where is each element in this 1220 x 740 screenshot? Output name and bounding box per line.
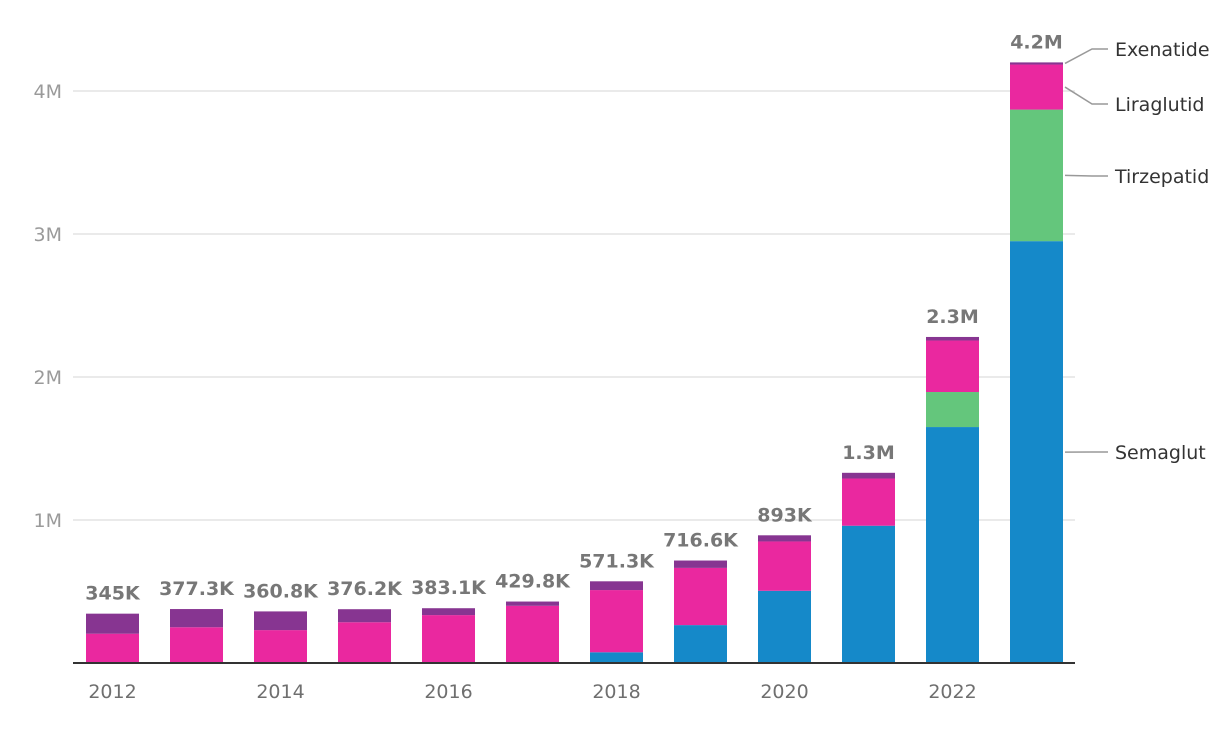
bar-segment-exenatide-2012 bbox=[86, 613, 139, 634]
bar-segment-liraglutide-2019 bbox=[674, 567, 727, 626]
bar-segment-exenatide-2020 bbox=[758, 535, 811, 542]
legend-label-tirzepatide: Tirzepatid bbox=[1114, 166, 1209, 188]
bar-segment-exenatide-2017 bbox=[506, 601, 559, 606]
total-label-2017: 429.8K bbox=[495, 571, 571, 593]
bar-segment-exenatide-2015 bbox=[338, 609, 391, 623]
bar-segment-tirzepatide-2023 bbox=[1010, 109, 1063, 242]
grid-layer bbox=[73, 90, 1075, 521]
bar-segment-semaglutide-2023 bbox=[1010, 241, 1063, 663]
total-label-2019: 716.6K bbox=[663, 530, 739, 552]
bar-segment-liraglutide-2018 bbox=[590, 590, 643, 653]
total-label-2015: 376.2K bbox=[327, 578, 403, 600]
total-label-2020: 893K bbox=[757, 504, 813, 526]
bar-segment-liraglutide-2021 bbox=[842, 478, 895, 526]
total-label-2021: 1.3M bbox=[842, 442, 895, 464]
legend-leader-exenatide bbox=[1064, 48, 1108, 65]
y-tick-label: 1M bbox=[34, 510, 62, 532]
bar-segment-semaglutide-2019 bbox=[674, 625, 727, 663]
bar-segment-exenatide-2021 bbox=[842, 472, 895, 479]
legend-leader-tirzepatide bbox=[1064, 174, 1108, 177]
axis-layer: 1M 2M 3M 4M 2012 2014 2016 2018 2020 2022 bbox=[34, 81, 1075, 703]
bar-segment-exenatide-2019 bbox=[674, 560, 727, 568]
bar-segment-liraglutide-2013 bbox=[170, 627, 223, 663]
total-label-2018: 571.3K bbox=[579, 550, 655, 572]
bar-segment-semaglutide-2021 bbox=[842, 525, 895, 663]
bar-segment-semaglutide-2018 bbox=[590, 652, 643, 663]
bar-segment-exenatide-2013 bbox=[170, 609, 223, 628]
bar-segment-exenatide-2022 bbox=[926, 336, 979, 341]
total-label-2013: 377.3K bbox=[159, 578, 235, 600]
total-label-2023: 4.2M bbox=[1010, 31, 1063, 53]
total-label-2012: 345K bbox=[85, 583, 141, 605]
bar-segment-liraglutide-2014 bbox=[254, 630, 307, 663]
legend-label-liraglutide: Liraglutid bbox=[1115, 94, 1205, 116]
bar-segment-liraglutide-2017 bbox=[506, 605, 559, 663]
bar-segment-exenatide-2016 bbox=[422, 608, 475, 616]
legend-label-exenatide: Exenatide bbox=[1115, 39, 1210, 61]
bar-segment-exenatide-2014 bbox=[254, 611, 307, 631]
bar-segment-exenatide-2023 bbox=[1010, 62, 1063, 65]
y-tick-label: 4M bbox=[34, 81, 62, 103]
bar-segment-liraglutide-2020 bbox=[758, 541, 811, 591]
bar-segment-liraglutide-2012 bbox=[86, 633, 139, 663]
bar-segment-liraglutide-2023 bbox=[1010, 64, 1063, 110]
x-tick-label: 2022 bbox=[928, 681, 976, 703]
bar-segment-tirzepatide-2022 bbox=[926, 392, 979, 428]
x-tick-label: 2018 bbox=[592, 681, 640, 703]
bar-segment-semaglutide-2020 bbox=[758, 590, 811, 663]
bar-segment-liraglutide-2015 bbox=[338, 622, 391, 663]
y-tick-label: 3M bbox=[34, 224, 62, 246]
x-tick-label: 2016 bbox=[424, 681, 472, 703]
x-tick-label: 2020 bbox=[760, 681, 808, 703]
legend-label-semaglutide: Semaglut bbox=[1115, 442, 1206, 464]
legend-leader-liraglutide bbox=[1064, 86, 1108, 105]
y-tick-label: 2M bbox=[34, 367, 62, 389]
total-label-layer: 345K 377.3K 360.8K 376.2K 383.1K 429.8K 571.3K… bbox=[85, 31, 1062, 604]
bar-segment-exenatide-2018 bbox=[590, 581, 643, 591]
x-tick-label: 2014 bbox=[256, 681, 304, 703]
legend-layer: Semaglut Tirzepatid Liraglutid Exenatide bbox=[1064, 39, 1210, 464]
total-label-2022: 2.3M bbox=[926, 306, 979, 328]
total-label-2016: 383.1K bbox=[411, 577, 487, 599]
total-label-2014: 360.8K bbox=[243, 580, 319, 602]
bar-segment-semaglutide-2022 bbox=[926, 427, 979, 663]
bar-layer bbox=[86, 62, 1063, 663]
bar-segment-liraglutide-2016 bbox=[422, 615, 475, 663]
bar-segment-liraglutide-2022 bbox=[926, 340, 979, 393]
x-tick-label: 2012 bbox=[88, 681, 136, 703]
